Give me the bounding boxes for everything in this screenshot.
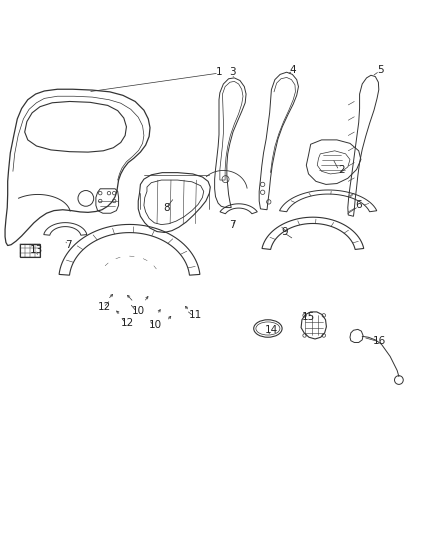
Text: 6: 6 <box>355 200 362 211</box>
Text: 8: 8 <box>163 203 170 213</box>
Text: 5: 5 <box>377 65 384 75</box>
Text: 3: 3 <box>229 67 235 77</box>
Text: 7: 7 <box>65 240 72 249</box>
Text: 11: 11 <box>188 310 201 320</box>
Text: 4: 4 <box>290 65 297 75</box>
Text: 13: 13 <box>30 245 43 255</box>
Text: 10: 10 <box>149 320 162 330</box>
Text: 7: 7 <box>229 220 235 230</box>
Text: 15: 15 <box>302 312 315 322</box>
Text: 9: 9 <box>281 227 288 237</box>
Text: 12: 12 <box>121 318 134 328</box>
Text: 12: 12 <box>98 302 111 312</box>
Text: 1: 1 <box>215 67 223 77</box>
Text: 2: 2 <box>338 165 345 175</box>
Text: 16: 16 <box>373 336 386 346</box>
Text: 14: 14 <box>265 325 278 335</box>
Text: 10: 10 <box>132 306 145 316</box>
